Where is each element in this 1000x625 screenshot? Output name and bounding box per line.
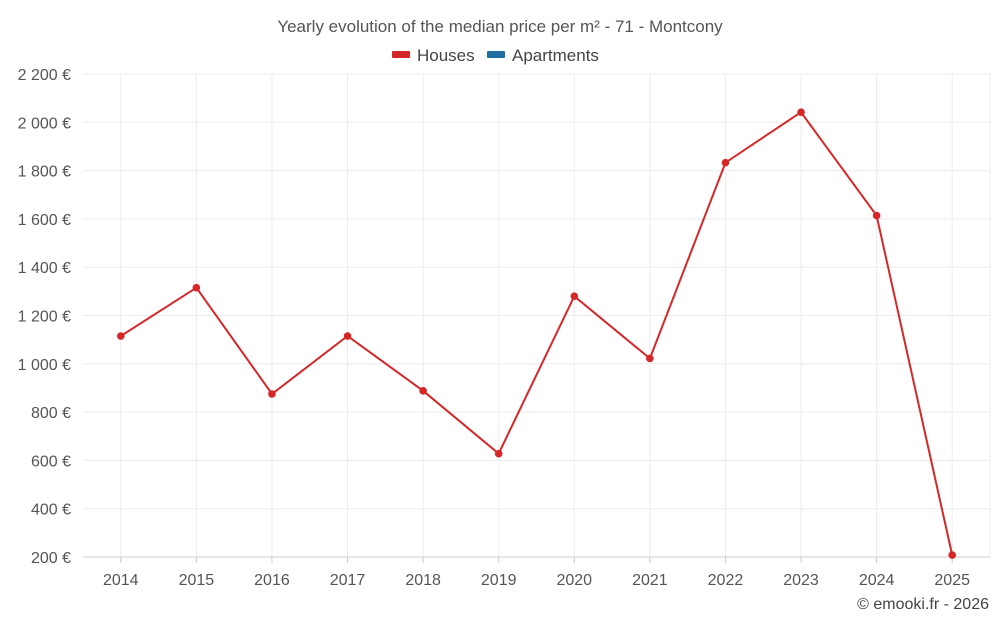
legend-swatch-houses — [392, 51, 410, 58]
x-tick-label-2020: 2020 — [556, 572, 592, 589]
legend-label-apartments: Apartments — [512, 46, 599, 65]
x-axis: 2014 2015 2016 2017 2018 2019 2020 2021 2022 2023… — [83, 556, 990, 589]
x-tick-label-2025: 2025 — [934, 572, 970, 589]
data-point-houses-2017[interactable] — [343, 332, 352, 340]
legend-item-apartments[interactable]: Apartments — [487, 46, 599, 65]
y-tick-label-400: 400 € — [31, 502, 71, 519]
x-tick-label-2019: 2019 — [481, 572, 517, 589]
x-tick-label-2021: 2021 — [632, 572, 668, 589]
y-tick-label-1800: 1 800 € — [18, 164, 71, 181]
data-point-houses-2018[interactable] — [419, 387, 427, 395]
data-point-houses-2014[interactable] — [116, 332, 125, 340]
x-tick-label-2015: 2015 — [179, 572, 215, 589]
data-point-houses-2021[interactable] — [646, 354, 654, 363]
data-point-houses-2023[interactable] — [797, 108, 805, 116]
x-tick-label-2014: 2014 — [103, 572, 139, 589]
y-tick-label-1000: 1 000 € — [18, 357, 71, 374]
x-tick-label-2017: 2017 — [330, 572, 366, 589]
grid — [83, 73, 991, 557]
data-point-houses-2019[interactable] — [494, 449, 503, 458]
y-tick-label-2000: 2 000 € — [18, 115, 71, 132]
legend-item-houses[interactable]: Houses — [392, 46, 475, 65]
data-point-houses-2020[interactable] — [570, 292, 579, 300]
series — [116, 108, 957, 559]
y-tick-label-1200: 1 200 € — [18, 309, 71, 326]
y-tick-label-1400: 1 400 € — [18, 260, 71, 277]
y-tick-label-600: 600 € — [31, 453, 71, 470]
data-point-houses-2015[interactable] — [192, 283, 201, 292]
data-point-houses-2016[interactable] — [268, 390, 276, 398]
y-tick-label-2200: 2 200 € — [18, 67, 71, 84]
data-point-houses-2022[interactable] — [721, 158, 730, 167]
x-tick-label-2023: 2023 — [783, 572, 819, 589]
x-tick-label-2018: 2018 — [405, 572, 441, 589]
y-tick-label-1600: 1 600 € — [18, 212, 71, 229]
data-point-houses-2024[interactable] — [872, 211, 881, 220]
x-tick-label-2016: 2016 — [254, 572, 290, 589]
y-tick-label-800: 800 € — [31, 405, 71, 422]
data-point-houses-2025[interactable] — [948, 551, 957, 559]
chart-title: Yearly evolution of the median price per… — [277, 17, 723, 36]
y-tick-label-200: 200 € — [31, 550, 71, 567]
legend-swatch-apartments — [487, 51, 505, 58]
y-axis: 200 € 400 € 600 € 800 € 1 000 € 1 200 € 1 400 … — [18, 67, 71, 567]
credit-text: © emooki.fr - 2026 — [857, 596, 989, 613]
legend-label-houses: Houses — [417, 46, 475, 65]
legend: Houses Apartments — [392, 46, 599, 65]
series-line-houses — [120, 110, 954, 556]
x-tick-label-2024: 2024 — [859, 572, 895, 589]
x-tick-label-2022: 2022 — [708, 572, 744, 589]
